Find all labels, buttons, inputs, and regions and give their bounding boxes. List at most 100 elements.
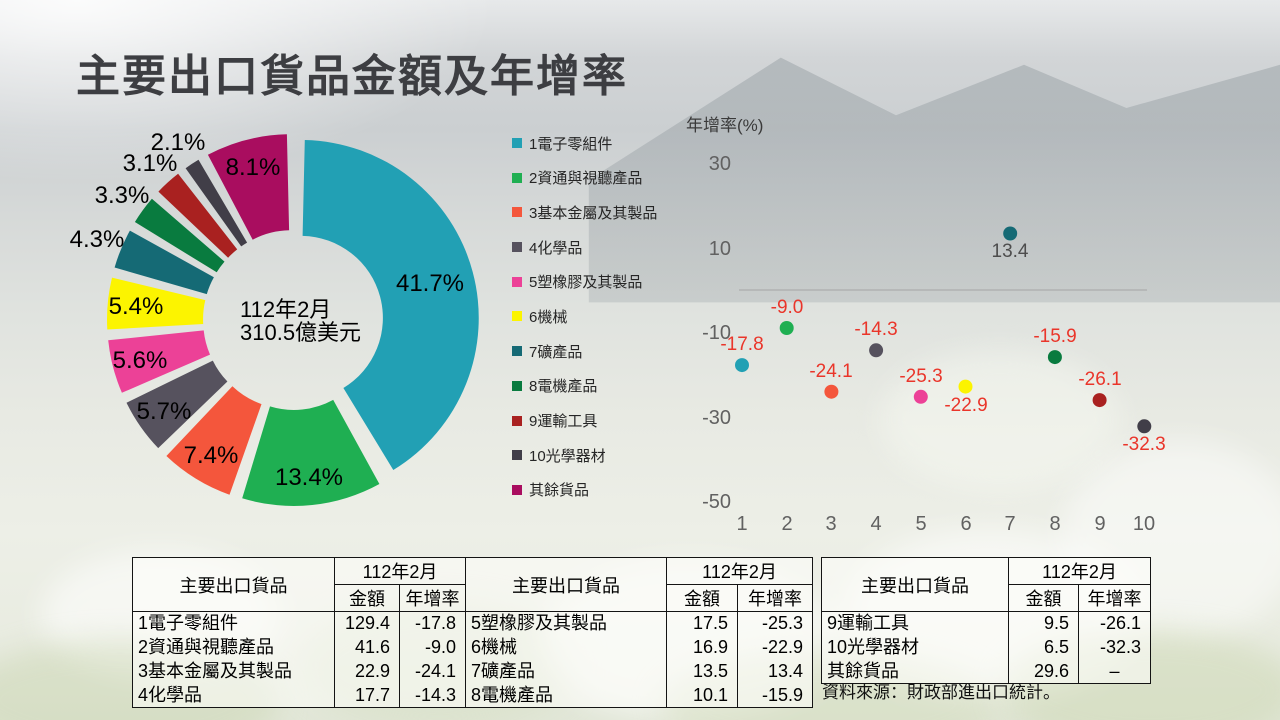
legend-swatch-icon [512, 172, 522, 183]
donut-center-total: 310.5億美元 [240, 320, 362, 345]
legend-item: 1電子零組件 [512, 135, 692, 153]
donut-legend: 1電子零組件 2資通與視聽產品 3基本金屬及其製品 4化學品 5塑橡膠及其製品 6機械 7礦… [512, 135, 692, 499]
donut-slice-label: 7.4% [184, 442, 239, 469]
cell-growth: -17.8 [399, 611, 466, 636]
legend-label: 7礦產品 [529, 343, 583, 361]
cell-amount: 9.5 [1008, 611, 1079, 636]
scatter-point-6 [958, 379, 973, 394]
donut-slice-5 [108, 330, 210, 393]
cell-growth: -14.3 [399, 683, 466, 708]
legend-label: 4化學品 [529, 239, 583, 257]
legend-label: 5塑橡膠及其製品 [529, 274, 643, 292]
donut-slice-label: 3.3% [95, 182, 150, 209]
background-flower-blob [880, 350, 1120, 490]
donut-slice-label: 3.1% [123, 150, 178, 177]
scatter-point-label: -32.3 [1122, 434, 1165, 455]
donut-slice-10 [185, 159, 248, 247]
donut-slice-label: 8.1% [226, 154, 281, 181]
cell-amount: 17.5 [666, 611, 738, 636]
donut-slice-6 [107, 277, 206, 330]
cell-amount: 22.9 [334, 659, 400, 684]
y-axis-tick: -50 [702, 491, 731, 513]
scatter-point-label: -9.0 [771, 297, 804, 318]
donut-slice-3 [166, 386, 262, 495]
cell-growth: -25.3 [737, 611, 813, 636]
legend-swatch-icon [512, 311, 522, 322]
legend-swatch-icon [512, 138, 522, 148]
legend-label: 8電機產品 [529, 378, 598, 396]
cell-item-name: 2資通與視聽產品 [132, 635, 335, 660]
legend-item: 2資通與視聽產品 [512, 170, 692, 187]
scatter-point-5 [913, 389, 928, 404]
scatter-point-8 [1047, 350, 1062, 365]
cell-item-name: 3基本金屬及其製品 [132, 659, 335, 684]
table-header-amount: 金額 [666, 584, 738, 612]
scatter-point-label: -26.1 [1078, 369, 1121, 390]
x-axis-tick: 4 [870, 513, 881, 535]
y-axis-tick: -10 [702, 322, 731, 344]
cell-amount: 17.7 [334, 683, 400, 708]
legend-swatch-icon [512, 415, 522, 426]
cell-growth: -9.0 [399, 635, 466, 660]
scatter-point-4 [869, 343, 884, 358]
donut-slice-label: 5.4% [109, 293, 164, 320]
cell-amount: 6.5 [1008, 635, 1079, 660]
legend-item: 8電機產品 [512, 378, 692, 396]
cell-amount: 41.6 [334, 635, 400, 660]
cell-item-name: 9運輸工具 [821, 611, 1009, 636]
donut-slice-label: 5.7% [137, 398, 192, 425]
cell-amount: 16.9 [666, 635, 738, 660]
legend-item: 10光學器材 [512, 447, 692, 465]
x-axis-tick: 8 [1049, 513, 1060, 535]
x-axis-tick: 7 [1004, 513, 1015, 535]
table-row: 2資通與視聽產品 41.6 -9.0 [132, 635, 466, 660]
table-header-period: 112年2月 [666, 557, 813, 585]
legend-swatch-icon [512, 276, 522, 287]
donut-slice-1 [302, 140, 479, 470]
legend-item: 其餘貨品 [512, 482, 692, 499]
x-axis-tick: 10 [1133, 513, 1155, 535]
donut-slice-label: 13.4% [275, 464, 343, 491]
legend-swatch-icon [512, 207, 522, 218]
legend-label: 1電子零組件 [529, 135, 613, 153]
scatter-point-label: -17.8 [720, 334, 763, 355]
cell-growth: -22.9 [737, 635, 813, 660]
table-header-amount: 金額 [334, 584, 400, 612]
donut-slice-7 [114, 230, 214, 295]
x-axis-tick: 5 [915, 513, 926, 535]
legend-label: 6機械 [529, 308, 568, 326]
donut-slice-8 [134, 198, 225, 273]
table-header-growth: 年增率 [737, 584, 813, 612]
donut-slice-11 [207, 134, 290, 240]
scatter-point-10 [1137, 419, 1152, 434]
donut-slice-4 [126, 360, 228, 449]
cell-item-name: 6機械 [465, 635, 667, 660]
cell-growth: -24.1 [399, 659, 466, 684]
cell-item-name: 7礦產品 [465, 659, 667, 684]
scatter-point-1 [735, 358, 749, 373]
scatter-point-label: -15.9 [1033, 326, 1076, 347]
y-axis-tick: -30 [702, 407, 731, 429]
cell-amount: 10.1 [666, 683, 738, 708]
export-table-1: 主要出口貨品 112年2月 金額 年增率 1電子零組件 129.4 -17.8 2資通與視聽產… [132, 557, 466, 708]
cell-item-name: 其餘貨品 [821, 659, 1009, 684]
x-axis-tick: 6 [960, 513, 971, 535]
legend-swatch-icon [512, 242, 522, 253]
scatter-point-label: -24.1 [809, 361, 852, 382]
donut-center-period: 112年2月 [240, 297, 332, 322]
scatter-point-label: 13.4 [992, 241, 1029, 262]
cell-item-name: 1電子零組件 [132, 611, 335, 636]
scatter-point-7 [1003, 226, 1018, 241]
x-axis-tick: 2 [781, 513, 792, 535]
cell-growth: – [1078, 659, 1151, 684]
scatter-point-label: -25.3 [899, 366, 942, 387]
table-row: 3基本金屬及其製品 22.9 -24.1 [132, 659, 466, 684]
legend-swatch-icon [512, 450, 522, 461]
legend-label: 3基本金屬及其製品 [529, 204, 658, 222]
scatter-point-2 [779, 321, 794, 335]
table-row: 8電機產品 10.1 -15.9 [465, 683, 813, 708]
cell-item-name: 10光學器材 [821, 635, 1009, 660]
table-header-name: 主要出口貨品 [132, 557, 335, 612]
